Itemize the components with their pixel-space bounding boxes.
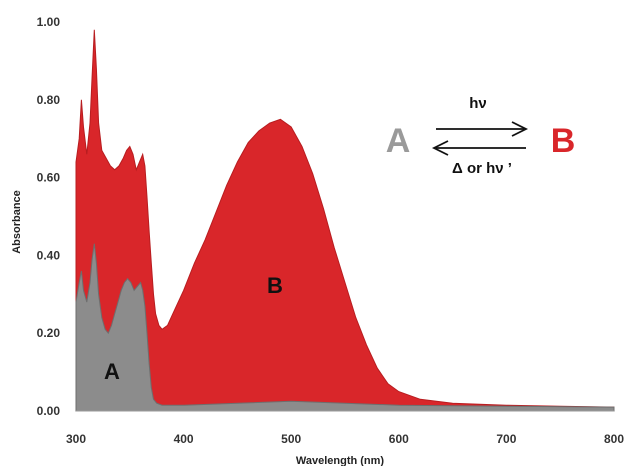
scheme-species-b: B <box>551 122 576 160</box>
y-tick-label: 0.00 <box>37 404 61 418</box>
y-tick-label: 1.00 <box>37 15 61 29</box>
y-axis-title: Absorbance <box>11 190 23 254</box>
x-tick-label: 700 <box>496 432 516 446</box>
x-tick-label: 800 <box>604 432 624 446</box>
reaction-scheme: A B hν Δ or hν ’ <box>386 95 576 177</box>
area-label-b: B <box>267 273 283 298</box>
y-tick-label: 0.60 <box>37 171 61 185</box>
series-area-a <box>75 243 615 412</box>
forward-condition-label: hν <box>469 95 487 112</box>
x-tick-label: 400 <box>174 432 194 446</box>
x-tick-label: 300 <box>66 432 86 446</box>
x-tick-label: 500 <box>281 432 301 446</box>
forward-arrow <box>436 121 529 137</box>
x-tick-label: 600 <box>389 432 409 446</box>
scheme-species-a: A <box>386 122 411 160</box>
area-label-a: A <box>104 359 120 384</box>
y-tick-label: 0.20 <box>37 326 61 340</box>
spectra-areas <box>75 29 615 412</box>
x-axis-title: Wavelength (nm) <box>296 455 385 466</box>
y-tick-label: 0.40 <box>37 248 61 262</box>
y-tick-label: 0.80 <box>37 93 61 107</box>
reverse-condition-label: Δ or hν ’ <box>452 160 512 177</box>
reverse-arrow <box>431 140 526 156</box>
axis-ticks: 300 400 500 600 700 800 0.00 0.20 0.40 0.60 0.80 1.… <box>37 15 625 446</box>
series-area-b <box>75 29 615 412</box>
